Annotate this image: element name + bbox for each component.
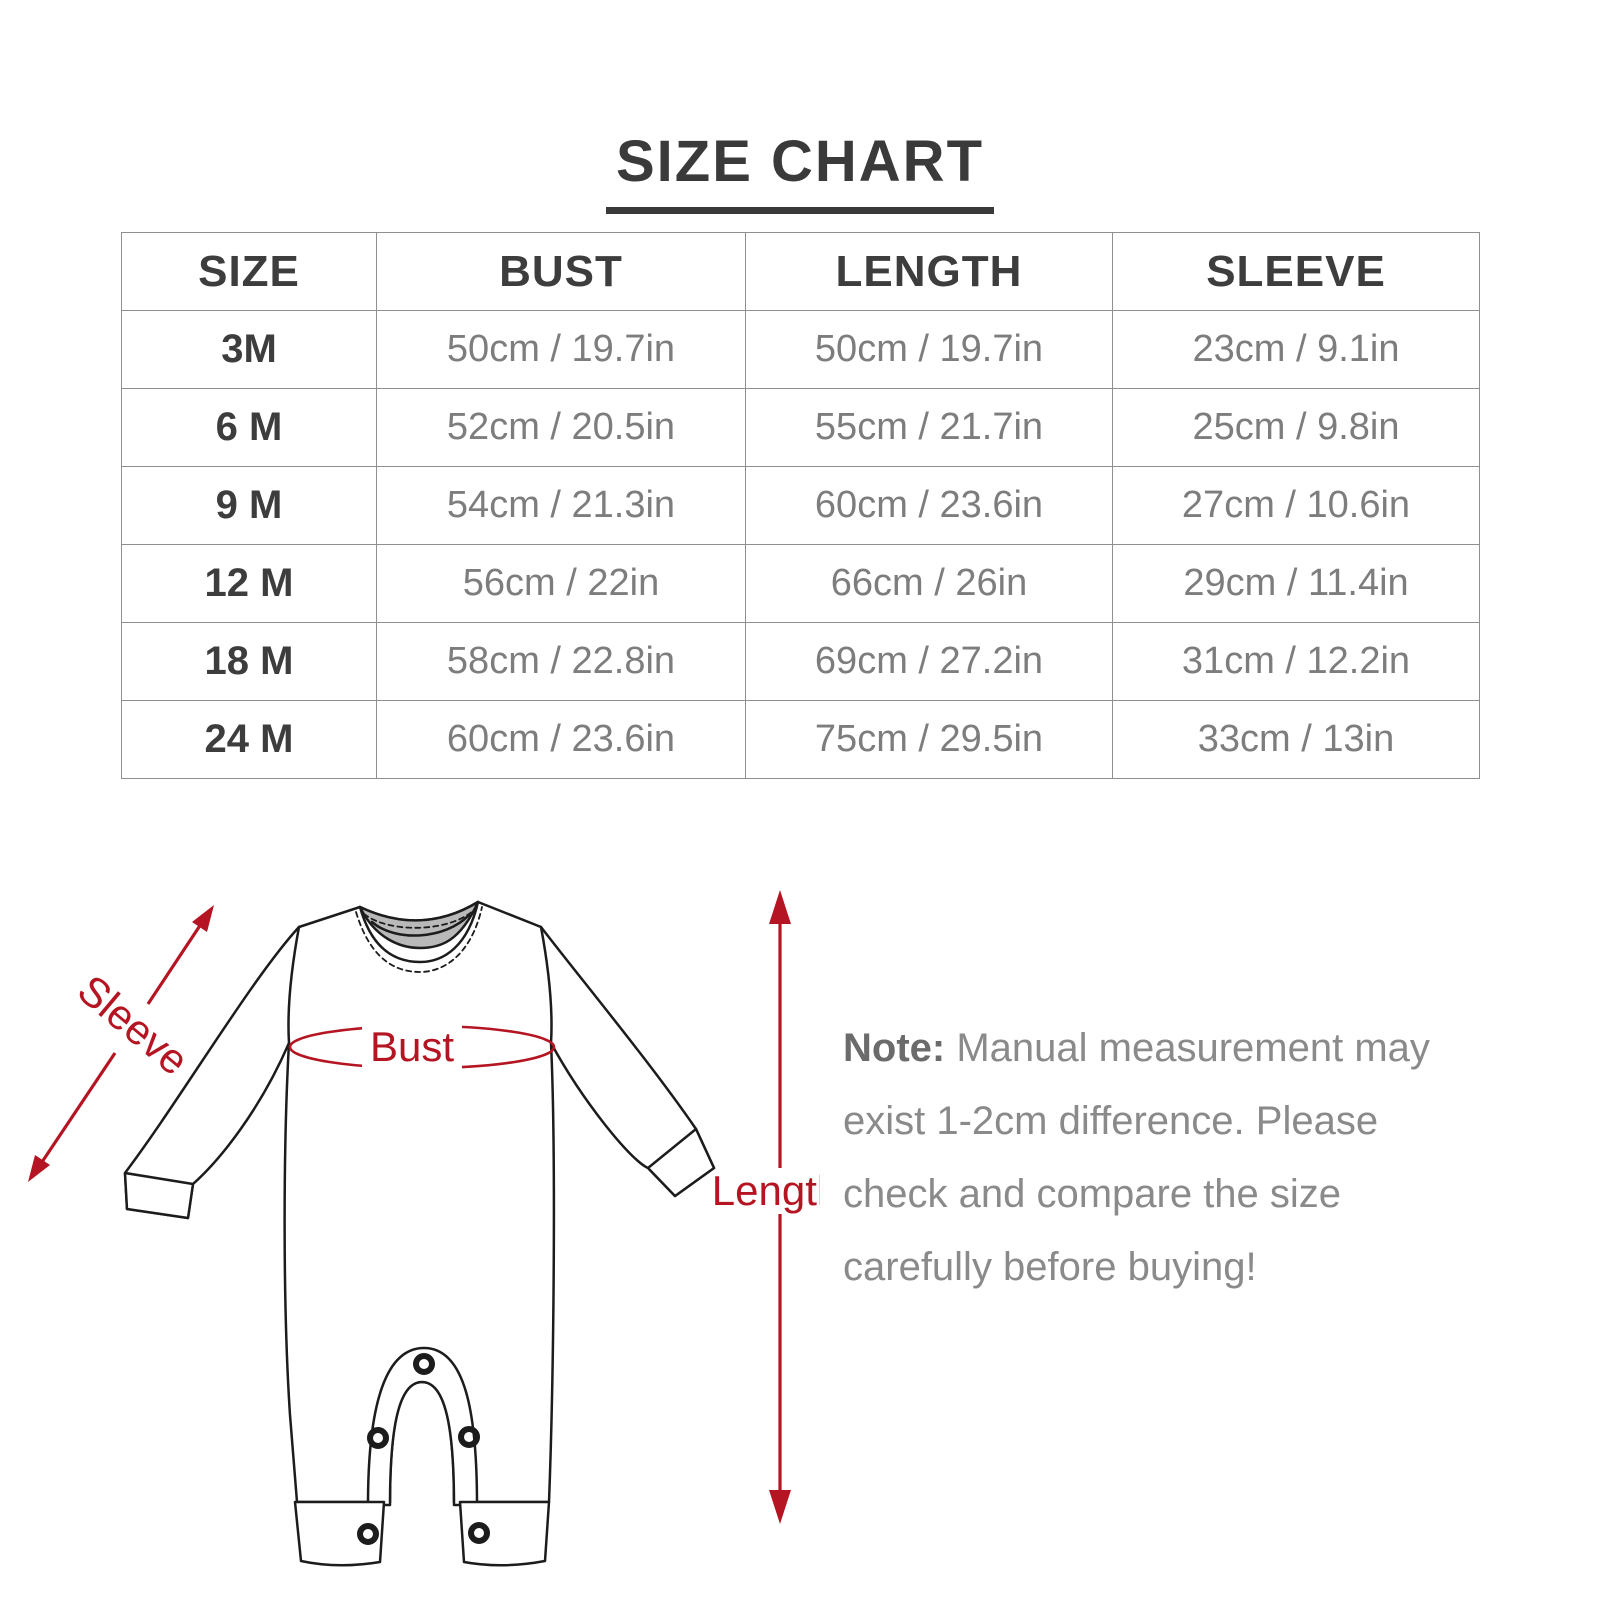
note-line-2: exist 1-2cm difference. Please	[843, 1099, 1379, 1143]
sleeve-cell: 23cm / 9.1in	[1112, 310, 1480, 389]
sleeve-cell: 25cm / 9.8in	[1112, 388, 1480, 467]
snap-crotch-left	[367, 1427, 389, 1449]
size-cell: 6 M	[121, 388, 377, 467]
measurement-annotations	[28, 890, 791, 1524]
right-armhole-seam	[539, 925, 553, 1045]
sleeve-cell: 29cm / 11.4in	[1112, 544, 1480, 623]
romper-measurement-diagram: Sleeve Bust Length	[28, 890, 820, 1567]
snap-crotch-top	[413, 1353, 435, 1375]
collar-inner-line	[370, 913, 471, 937]
size-table: SIZE BUST LENGTH SLEEVE 3M 50cm / 19.7in…	[121, 232, 1480, 779]
length-cell: 55cm / 21.7in	[745, 388, 1113, 467]
length-cell: 60cm / 23.6in	[745, 466, 1113, 545]
snap-buttons	[357, 1353, 490, 1545]
length-arrowhead-up	[769, 890, 791, 924]
length-cell: 66cm / 26in	[745, 544, 1113, 623]
size-cell: 18 M	[121, 622, 377, 701]
length-label: Length	[712, 1167, 820, 1214]
romper-body-outline	[123, 900, 716, 1504]
snap-left-cuff	[357, 1523, 379, 1545]
right-leg-cuff	[458, 1500, 551, 1567]
note-line-4: carefully before buying!	[843, 1245, 1257, 1289]
collar-back	[358, 900, 480, 950]
col-header-length: LENGTH	[745, 232, 1113, 311]
table-row: 18 M 58cm / 22.8in 69cm / 27.2in 31cm / …	[121, 622, 1480, 701]
sleeve-arrow-lower	[38, 1052, 117, 1166]
sleeve-arrow-upper	[146, 923, 203, 1005]
note-text-1: Manual measurement may	[956, 1026, 1430, 1070]
collar-stitch-top	[363, 909, 475, 929]
col-header-size: SIZE	[121, 232, 377, 311]
size-cell: 24 M	[121, 700, 377, 779]
measurement-note: Note: Manual measurement may exist 1-2cm…	[843, 1012, 1483, 1304]
bust-cell: 54cm / 21.3in	[376, 466, 746, 545]
sleeve-cell: 31cm / 12.2in	[1112, 622, 1480, 701]
left-armhole-seam	[287, 925, 301, 1045]
snap-right-cuff	[468, 1522, 490, 1544]
bust-label-mask	[362, 1020, 462, 1070]
col-header-bust: BUST	[376, 232, 746, 311]
left-leg-cuff	[293, 1500, 386, 1567]
bust-cell: 52cm / 20.5in	[376, 388, 746, 467]
bust-cell: 50cm / 19.7in	[376, 310, 746, 389]
note-label: Note:	[843, 1026, 946, 1070]
table-row: 9 M 54cm / 21.3in 60cm / 23.6in 27cm / 1…	[121, 466, 1480, 545]
size-cell: 9 M	[121, 466, 377, 545]
sleeve-label: Sleeve	[69, 966, 198, 1085]
col-header-sleeve: SLEEVE	[1112, 232, 1480, 311]
table-row: 3M 50cm / 19.7in 50cm / 19.7in 23cm / 9.…	[121, 310, 1480, 389]
collar-stitch-bottom	[355, 906, 483, 973]
size-cell: 3M	[121, 310, 377, 389]
collar-rib-band	[358, 900, 480, 964]
length-cell: 69cm / 27.2in	[745, 622, 1113, 701]
bust-label: Bust	[370, 1023, 454, 1070]
length-arrowhead-down	[769, 1490, 791, 1524]
table-row: 24 M 60cm / 23.6in 75cm / 29.5in 33cm / …	[121, 700, 1480, 779]
right-sleeve-cuff	[646, 1127, 716, 1198]
page-title-wrap: SIZE CHART	[0, 128, 1600, 214]
page-title: SIZE CHART	[606, 128, 994, 214]
note-line-3: check and compare the size	[843, 1172, 1342, 1216]
length-cell: 50cm / 19.7in	[745, 310, 1113, 389]
left-sleeve-cuff	[123, 1171, 195, 1220]
table-row: 6 M 52cm / 20.5in 55cm / 21.7in 25cm / 9…	[121, 388, 1480, 467]
size-cell: 12 M	[121, 544, 377, 623]
bust-cell: 58cm / 22.8in	[376, 622, 746, 701]
length-cell: 75cm / 29.5in	[745, 700, 1113, 779]
sleeve-arrowhead-down	[28, 1155, 50, 1182]
snap-crotch-right	[458, 1426, 480, 1448]
table-row: 12 M 56cm / 22in 66cm / 26in 29cm / 11.4…	[121, 544, 1480, 623]
bust-cell: 56cm / 22in	[376, 544, 746, 623]
bust-cell: 60cm / 23.6in	[376, 700, 746, 779]
note-line-1: Note: Manual measurement may	[843, 1012, 1483, 1085]
sleeve-arrowhead-up	[192, 905, 214, 932]
sleeve-cell: 33cm / 13in	[1112, 700, 1480, 779]
table-header-row: SIZE BUST LENGTH SLEEVE	[121, 232, 1480, 311]
sleeve-cell: 27cm / 10.6in	[1112, 466, 1480, 545]
